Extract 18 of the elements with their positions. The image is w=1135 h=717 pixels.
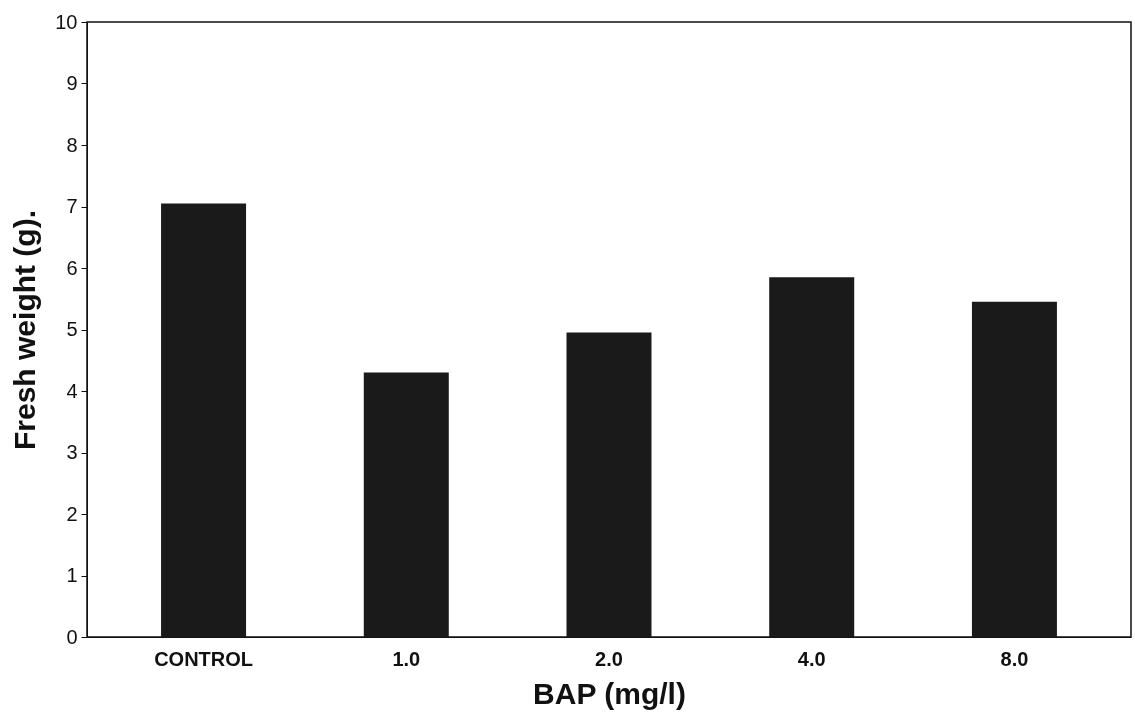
y-tick-label: 9 [66, 72, 78, 94]
y-tick-label: 7 [66, 195, 78, 217]
y-tick-label: 5 [66, 318, 78, 340]
y-tick-label: 1 [66, 564, 78, 586]
x-axis-title: BAP (mg/l) [533, 676, 686, 710]
y-tick-label: 10 [55, 10, 78, 33]
x-tick-label: 8.0 [1000, 647, 1029, 670]
y-tick-label: 6 [66, 256, 78, 279]
x-tick-label: 2.0 [595, 647, 623, 670]
x-tick-label: 1.0 [392, 647, 421, 670]
y-axis-title: Fresh weight (g). [8, 210, 42, 450]
y-tick-label: 3 [66, 441, 78, 463]
y-tick-label: 4 [66, 379, 78, 402]
y-tick-label: 8 [66, 133, 78, 156]
x-tick-label: 4.0 [797, 647, 826, 670]
y-tick-label: 2 [66, 502, 78, 525]
y-tick-label: 0 [66, 625, 78, 648]
x-tick-label: CONTROL [154, 647, 254, 670]
